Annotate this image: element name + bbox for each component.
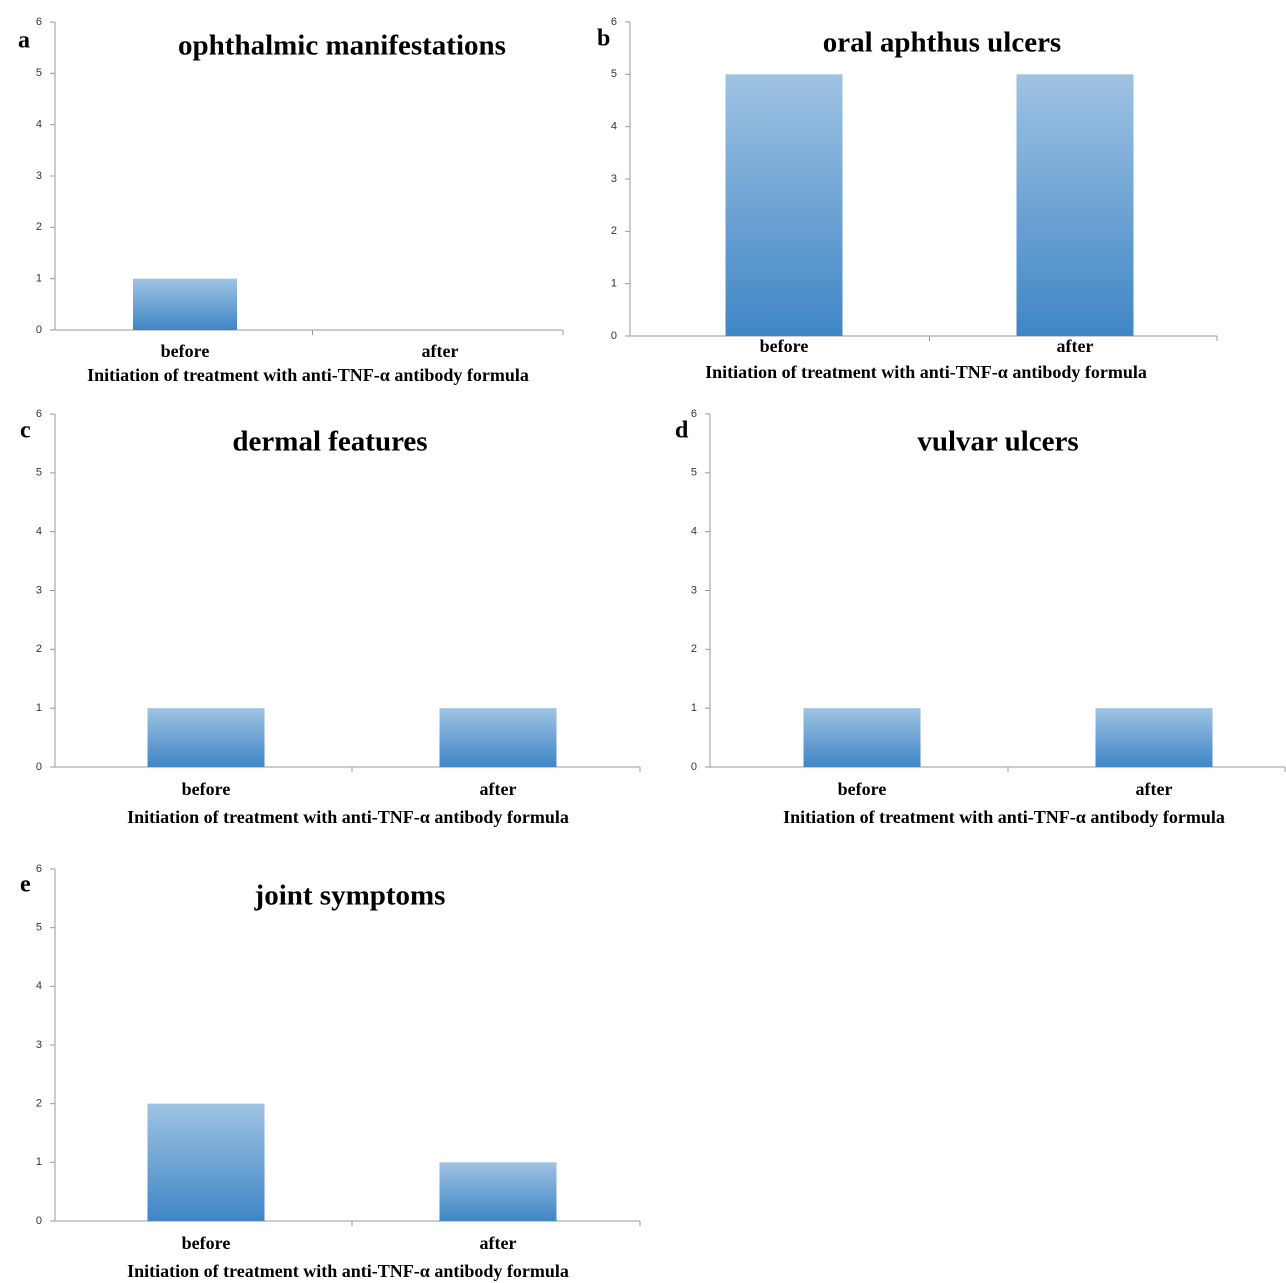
- bar: [147, 1103, 265, 1221]
- y-tick-label: 4: [36, 980, 42, 992]
- x-tick-label: before: [182, 779, 231, 799]
- y-tick-label: 2: [691, 643, 697, 655]
- panel: c dermal features 0 1 2 3 4 5 6 before after Initia…: [20, 408, 641, 827]
- y-tick-label: 5: [36, 67, 42, 79]
- panel: d vulvar ulcers 0 1 2 3 4 5 6 before after Initiati…: [675, 408, 1286, 827]
- panel: b oral aphthus ulcers 0 1 2 3 4 5 6 before after In…: [597, 16, 1218, 382]
- bar: [803, 708, 921, 767]
- x-tick-label: before: [161, 341, 210, 361]
- x-axis-label: Initiation of treatment with anti-TNF-α …: [705, 362, 1147, 382]
- y-tick-label: 6: [36, 16, 42, 28]
- y-tick-label: 0: [36, 324, 42, 336]
- y-tick-label: 1: [36, 1156, 42, 1168]
- y-tick-label: 2: [36, 221, 42, 233]
- panel-letter: c: [20, 418, 31, 444]
- y-tick-label: 3: [36, 584, 42, 596]
- y-tick-label: 0: [691, 761, 697, 773]
- chart-title: ophthalmic manifestations: [178, 30, 506, 62]
- panel-letter: b: [597, 26, 610, 52]
- y-tick-label: 5: [36, 467, 42, 479]
- panel: a ophthalmic manifestations 0 1 2 3 4 5 6 before a…: [18, 16, 564, 385]
- y-tick-label: 4: [36, 526, 42, 538]
- bar: [439, 1162, 557, 1221]
- y-tick-label: 0: [36, 1215, 42, 1227]
- y-tick-label: 1: [36, 702, 42, 714]
- bar: [1095, 708, 1213, 767]
- bar: [725, 74, 843, 336]
- y-tick-label: 6: [36, 863, 42, 875]
- chart-title: vulvar ulcers: [917, 426, 1078, 458]
- y-tick-label: 6: [36, 408, 42, 420]
- x-tick-label: after: [480, 1233, 517, 1253]
- y-tick-label: 4: [611, 121, 617, 133]
- y-tick-label: 0: [611, 330, 617, 342]
- x-tick-label: after: [1136, 779, 1173, 799]
- y-tick-label: 2: [36, 643, 42, 655]
- x-axis-label: Initiation of treatment with anti-TNF-α …: [127, 807, 569, 827]
- y-tick-label: 0: [36, 761, 42, 773]
- x-tick-label: after: [1057, 336, 1094, 356]
- bar: [1016, 74, 1134, 336]
- panel-letter: a: [18, 28, 30, 54]
- bar: [133, 278, 237, 330]
- y-tick-label: 2: [611, 225, 617, 237]
- x-tick-label: after: [480, 779, 517, 799]
- y-tick-label: 1: [611, 278, 617, 290]
- y-tick-label: 5: [611, 68, 617, 80]
- x-axis-label: Initiation of treatment with anti-TNF-α …: [783, 807, 1225, 827]
- y-tick-label: 1: [36, 273, 42, 285]
- y-tick-label: 4: [691, 526, 697, 538]
- y-tick-label: 6: [611, 16, 617, 28]
- chart-title: oral aphthus ulcers: [823, 27, 1061, 59]
- chart-title: joint symptoms: [254, 880, 446, 912]
- x-tick-label: before: [838, 779, 887, 799]
- y-tick-label: 6: [691, 408, 697, 420]
- x-tick-label: after: [422, 341, 459, 361]
- y-tick-label: 1: [691, 702, 697, 714]
- y-tick-label: 3: [691, 584, 697, 596]
- y-tick-label: 2: [36, 1098, 42, 1110]
- chart-title: dermal features: [232, 426, 427, 458]
- y-tick-label: 3: [611, 173, 617, 185]
- panel-letter: d: [675, 418, 689, 444]
- bar: [439, 708, 557, 767]
- x-axis-label: Initiation of treatment with anti-TNF-α …: [127, 1261, 569, 1281]
- bar: [147, 708, 265, 767]
- y-tick-label: 5: [691, 467, 697, 479]
- x-tick-label: before: [760, 336, 809, 356]
- y-tick-label: 3: [36, 170, 42, 182]
- y-tick-label: 4: [36, 119, 42, 131]
- y-tick-label: 5: [36, 922, 42, 934]
- panel: e joint symptoms 0 1 2 3 4 5 6 before after Initiat…: [20, 863, 641, 1281]
- x-tick-label: before: [182, 1233, 231, 1253]
- panel-letter: e: [20, 872, 31, 898]
- x-axis-label: Initiation of treatment with anti-TNF-α …: [87, 365, 529, 385]
- y-tick-label: 3: [36, 1039, 42, 1051]
